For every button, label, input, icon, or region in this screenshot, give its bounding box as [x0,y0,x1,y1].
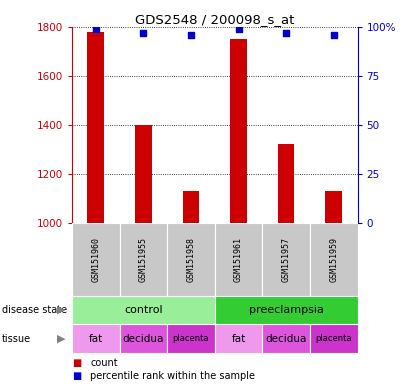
Bar [120,324,167,353]
Text: placenta: placenta [173,334,209,343]
Bar [215,296,358,324]
Text: count: count [90,358,118,368]
Text: ■: ■ [72,358,81,368]
Bar [167,223,215,296]
Text: placenta: placenta [316,334,352,343]
Bar [72,296,215,324]
Point [140,30,147,36]
Text: fat: fat [89,334,103,344]
Bar [120,223,167,296]
Text: GSM151959: GSM151959 [329,237,338,282]
Bar [262,223,310,296]
Text: GSM151957: GSM151957 [282,237,291,282]
Point [283,30,289,36]
Bar [230,39,247,223]
Text: decidua: decidua [266,334,307,344]
Bar [135,125,152,223]
Bar [72,223,120,296]
Point [92,26,99,32]
Bar [326,191,342,223]
Bar [215,223,262,296]
Text: ■: ■ [72,371,81,381]
Text: decidua: decidua [122,334,164,344]
Text: percentile rank within the sample: percentile rank within the sample [90,371,255,381]
Bar [182,191,199,223]
Point [235,26,242,32]
Text: control: control [124,305,163,315]
Text: GSM151958: GSM151958 [187,237,196,282]
Text: preeclampsia: preeclampsia [249,305,323,315]
Text: GSM151960: GSM151960 [91,237,100,282]
Text: disease state: disease state [2,305,67,315]
Text: fat: fat [231,334,246,344]
Text: ▶: ▶ [57,334,66,344]
Text: tissue: tissue [2,334,31,344]
Text: ▶: ▶ [57,305,66,315]
Text: GSM151955: GSM151955 [139,237,148,282]
Bar [262,324,310,353]
Bar [310,324,358,353]
Point [188,31,194,38]
Title: GDS2548 / 200098_s_at: GDS2548 / 200098_s_at [135,13,294,26]
Bar [215,324,262,353]
Bar [88,32,104,223]
Bar [167,324,215,353]
Bar [310,223,358,296]
Bar [72,324,120,353]
Bar [278,144,295,223]
Point [330,31,337,38]
Text: GSM151961: GSM151961 [234,237,243,282]
